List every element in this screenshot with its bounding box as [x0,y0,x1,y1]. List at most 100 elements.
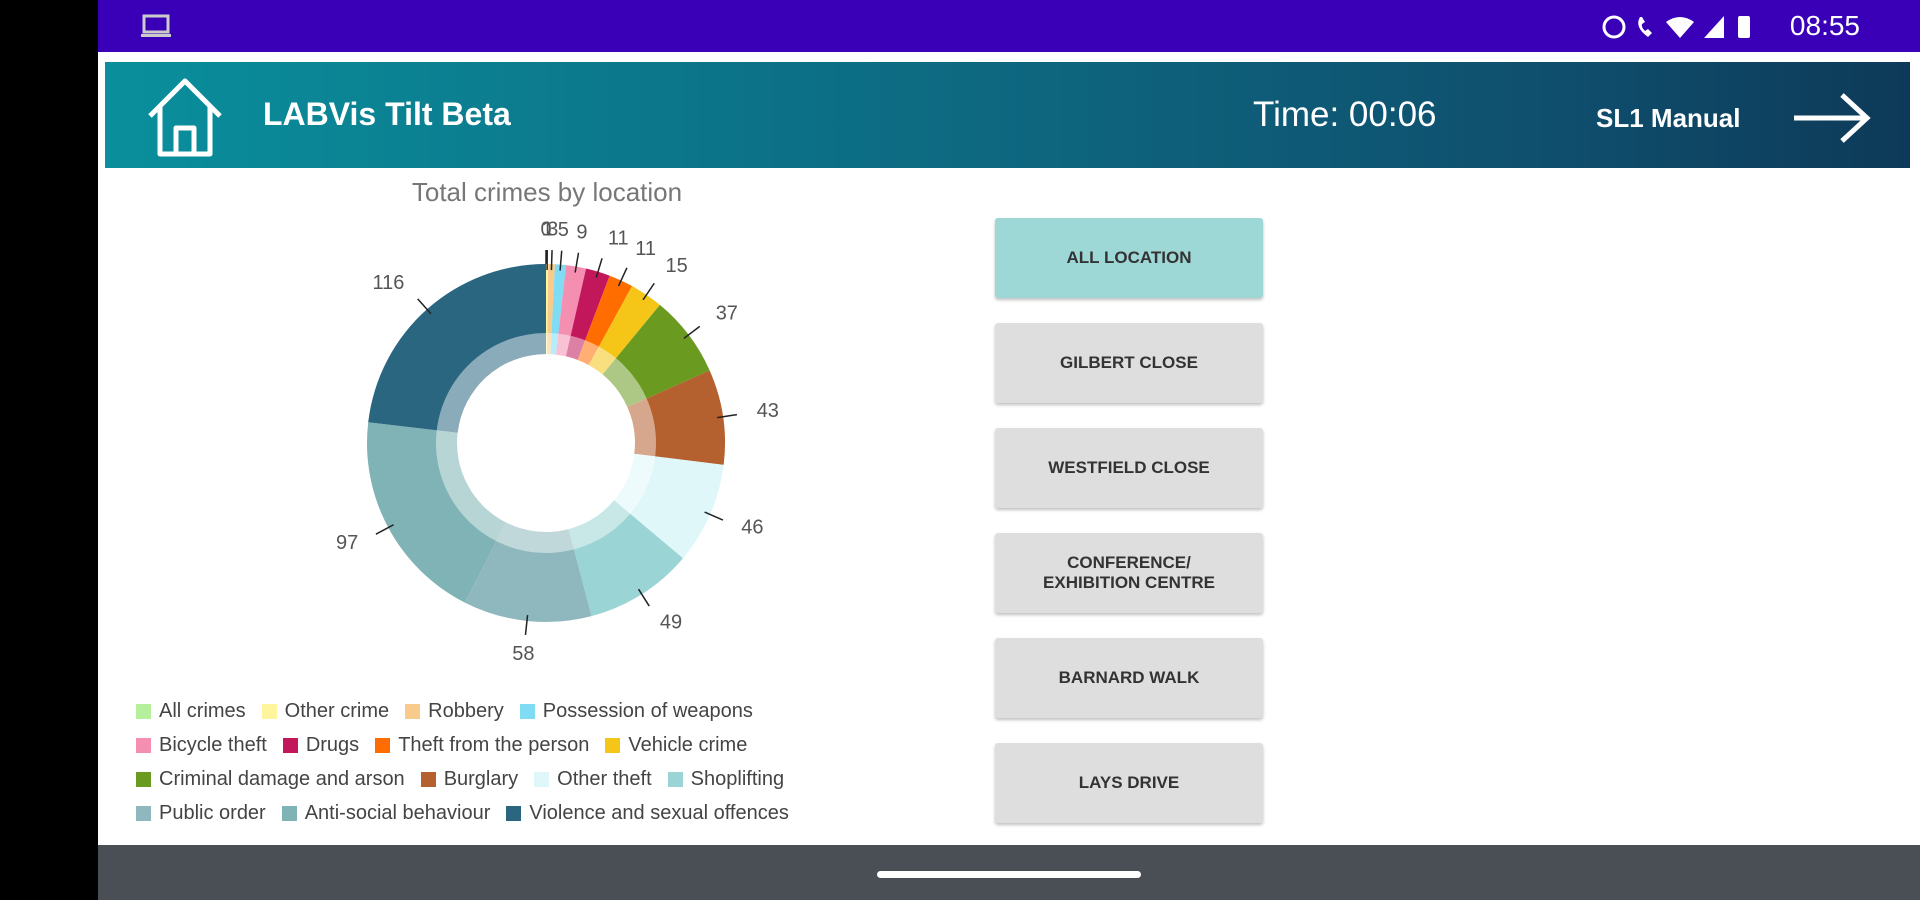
legend-label: Other crime [284,700,390,722]
next-arrow[interactable] [1792,92,1872,144]
pie-slice [568,500,684,617]
pie-slice [367,422,506,603]
leader-line [642,282,655,301]
legend-label: Vehicle crime [628,734,748,756]
legend-item: Bicycle theft [136,734,267,757]
legend-swatch [519,704,535,719]
value-label: 43 [757,400,779,422]
legend-label: Bicycle theft [159,734,267,756]
legend-swatch [136,704,151,719]
pie-slice [602,304,710,407]
chart-title: Total crimes by location [412,177,682,207]
legend-swatch [534,772,550,787]
legend-label: Robbery [428,700,504,722]
location-button[interactable]: CONFERENCE/ EXHIBITION CENTRE [995,533,1263,613]
value-label: 9 [576,221,587,243]
leader-line [617,267,628,287]
legend-label: Burglary [443,768,519,790]
value-label: 46 [741,516,763,538]
leader-line [417,298,432,315]
legend-label: All crimes [159,700,246,722]
home-button[interactable] [144,76,226,160]
leader-line [704,511,724,521]
legend-label: Violence and sexual offences [529,802,789,824]
pie-slice [546,264,549,355]
legend-item: Anti-social behaviour [281,802,491,825]
legend-item: Other theft [534,768,652,791]
pie-slice [556,265,587,357]
leader-line [717,413,738,419]
pie-slice [577,275,633,365]
timer: Time: 00:06 [1253,95,1437,134]
location-button[interactable]: WESTFIELD CLOSE [995,428,1263,508]
location-button[interactable]: BARNARD WALK [995,638,1263,718]
legend-swatch [136,772,151,787]
app-header [105,62,1910,168]
leader-line [595,258,603,278]
home-indicator [877,871,1141,878]
leader-line [683,325,701,340]
legend-swatch [405,704,421,719]
status-bar: 08:55 [98,0,1920,52]
value-label: 11 [608,227,629,249]
legend: All crimes Other crime Robbery Possession o… [136,700,876,825]
legend-label: Theft from the person [398,734,590,756]
donut-chart: Total crimes by location 013 5 9 11 11 15 37 43… [336,177,779,665]
legend-label: Drugs [305,734,360,756]
pie-slice [547,264,555,355]
legend-label: Other theft [557,768,652,790]
location-button[interactable]: LAYS DRIVE [995,743,1263,823]
legend-label: Public order [159,802,266,824]
legend-item: Theft from the person [375,734,589,757]
legend-label: Possession of weapons [542,700,753,722]
legend-item: Public order [136,802,266,825]
legend-swatch [282,738,298,753]
legend-item: Robbery [405,700,504,723]
screen-icon [141,14,171,37]
location-button[interactable]: ALL LOCATION [995,218,1263,298]
pie-slice [368,264,546,433]
legend-swatch [605,738,621,753]
legend-item: Violence and sexual offences [506,802,789,825]
legend-swatch [420,772,436,787]
value-label: 97 [336,532,358,554]
legend-item: All crimes [136,700,246,723]
app-title: LABVis Tilt Beta [263,96,511,132]
pie-slice [464,522,592,623]
legend-label: Anti-social behaviour [304,802,491,824]
value-label: 37 [716,303,738,325]
manual-link[interactable]: SL1 Manual [1596,103,1741,133]
clock: 08:55 [1789,10,1860,41]
value-label: 49 [660,611,682,633]
legend-swatch [136,806,151,821]
location-button[interactable]: GILBERT CLOSE [995,323,1263,403]
legend-item: Possession of weapons [519,700,753,723]
leader-line [559,250,563,271]
pie-slice [565,268,610,360]
value-label: 3 [547,218,558,240]
legend-swatch [281,806,297,821]
legend-item: Shoplifting [667,768,785,791]
legend-swatch [261,704,277,719]
value-label: 58 [512,643,534,665]
pie-slice [588,286,660,375]
value-label: 15 [666,255,688,277]
value-label: 1 [542,218,553,240]
pie-slice [627,370,725,465]
legend-label: Criminal damage and arson [159,768,405,790]
inner-ring [436,333,656,553]
legend-swatch [136,738,151,753]
leader-line [524,614,529,635]
legend-swatch [375,738,391,753]
legend-label: Shoplifting [690,768,785,790]
pie-slice [614,453,724,559]
legend-item: Other crime [261,700,390,723]
legend-item: Burglary [420,768,519,791]
legend-item: Criminal damage and arson [136,768,405,791]
legend-item: Drugs [282,734,360,757]
leader-line [550,250,553,271]
pie-slice [550,264,567,355]
value-label: 11 [635,238,656,260]
legend-swatch [667,772,683,787]
